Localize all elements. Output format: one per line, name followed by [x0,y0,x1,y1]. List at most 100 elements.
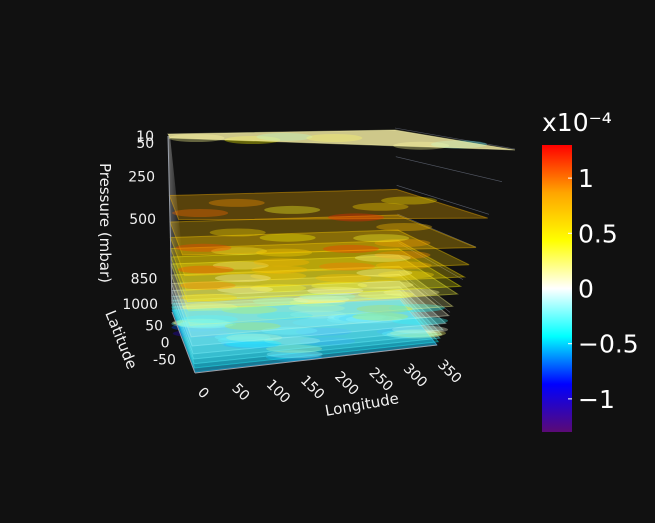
x-tick-label: 350 [434,357,464,387]
slice-texture [299,292,356,301]
slice-texture [252,297,309,306]
pressure-slice [170,265,454,326]
slice-texture [289,298,346,307]
slice-texture [307,286,364,295]
top-slice [168,130,515,150]
slice-texture [251,265,308,274]
slice-texture [217,285,274,294]
pressure-slice [170,286,445,355]
slice-texture [329,312,386,321]
grid-line [399,299,438,346]
grid-line [398,242,464,280]
pressure-slice [169,240,467,291]
slice-texture [177,265,234,274]
pressure-slice [170,248,463,303]
z-tick-label: 250 [128,170,155,186]
slice-texture [259,233,316,242]
slice-texture [311,281,368,290]
pressure-slice [168,188,488,221]
slice-texture [292,318,349,327]
y-tick-label: -50 [153,352,176,368]
x-tick-label: 200 [331,369,361,399]
slice-texture [225,339,282,348]
pressure-slice [171,293,441,365]
x-tick-label: 50 [228,381,252,405]
colorbar-gradient [542,145,572,432]
slice-texture [214,333,271,342]
slice-texture [328,213,384,222]
slice-texture [354,253,411,262]
slice-texture [172,209,229,217]
slice-texture [378,270,434,279]
slice-texture [266,344,323,353]
slice-texture [172,318,229,327]
z-tick-label: 850 [131,272,158,288]
slice-texture [180,320,236,329]
x-tick-label: 150 [297,373,327,403]
slice-texture [357,280,414,289]
colorbar-tick-label: 0 [578,275,594,304]
grid-line [396,185,490,215]
slice-texture [374,251,431,259]
x-axis-title: Longitude [324,389,401,420]
axis-grid [394,127,516,346]
slice-texture [211,247,268,256]
slice-texture [390,329,446,338]
z-tick-label: 500 [129,212,156,228]
slice-texture [288,304,345,313]
volume-side-wall [168,136,195,373]
slice-texture [345,315,402,324]
slice-texture [209,228,266,237]
colorbar[interactable]: x10⁻⁴ 1 0.5 0 −0.5 −1 [542,108,639,432]
y-axis-line [171,311,196,374]
slice-texture [376,327,433,336]
slice-texture [172,329,229,338]
slice-texture [266,350,323,359]
slice-texture [388,304,445,312]
x-tick-label: 0 [194,385,212,403]
slice-texture [323,244,379,253]
slice-texture [374,239,431,247]
slice-texture [212,261,269,270]
slice-texture [315,274,372,282]
slice-texture [214,274,271,283]
slice-texture [265,353,322,362]
slice-texture [356,268,413,277]
slice-texture [181,293,237,302]
colorbar-tick-label: −0.5 [578,330,639,359]
slice-texture [290,310,347,319]
colorbar-tick-label: −1 [578,385,615,414]
pressure-slice [171,290,443,360]
slice-texture [220,339,277,348]
colorbar-title: x10⁻⁴ [542,108,612,137]
y-axis-title: Latitude [101,308,141,372]
slice-texture [383,288,440,297]
slice-texture [376,223,433,231]
slice-texture [353,234,410,243]
slice-texture [226,333,283,342]
z-tick-label: 50 [136,136,154,152]
x-axis-line [194,344,438,374]
slice-texture [352,202,409,211]
grid-line [397,213,477,248]
z-tick-label: 1000 [122,297,158,313]
slice-texture [181,303,238,312]
slice-texture [253,258,310,267]
slice-texture [358,290,414,299]
colorbar-tick-label: 0.5 [578,219,618,248]
slice-texture [293,295,350,304]
slice-texture [319,262,376,271]
slice-texture [333,313,390,322]
slice-texture [338,314,395,323]
slice-texture [352,312,409,321]
slice-texture [250,284,307,292]
pressure-slice [170,273,450,338]
slice-texture [327,313,384,322]
z-axis-title: Pressure (mbar) [96,163,114,283]
slice-texture [392,325,449,334]
grid-line [395,156,503,182]
grid-line [394,127,516,150]
slice-texture [381,329,438,338]
